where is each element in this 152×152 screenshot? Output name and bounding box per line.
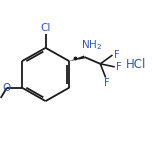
Text: F: F bbox=[116, 62, 122, 72]
Polygon shape bbox=[69, 55, 85, 61]
Text: O: O bbox=[3, 83, 11, 93]
Text: Cl: Cl bbox=[40, 23, 51, 33]
Text: HCl: HCl bbox=[126, 58, 146, 71]
Text: F: F bbox=[114, 50, 119, 60]
Text: NH$_2$: NH$_2$ bbox=[81, 38, 102, 52]
Text: F: F bbox=[104, 78, 109, 88]
